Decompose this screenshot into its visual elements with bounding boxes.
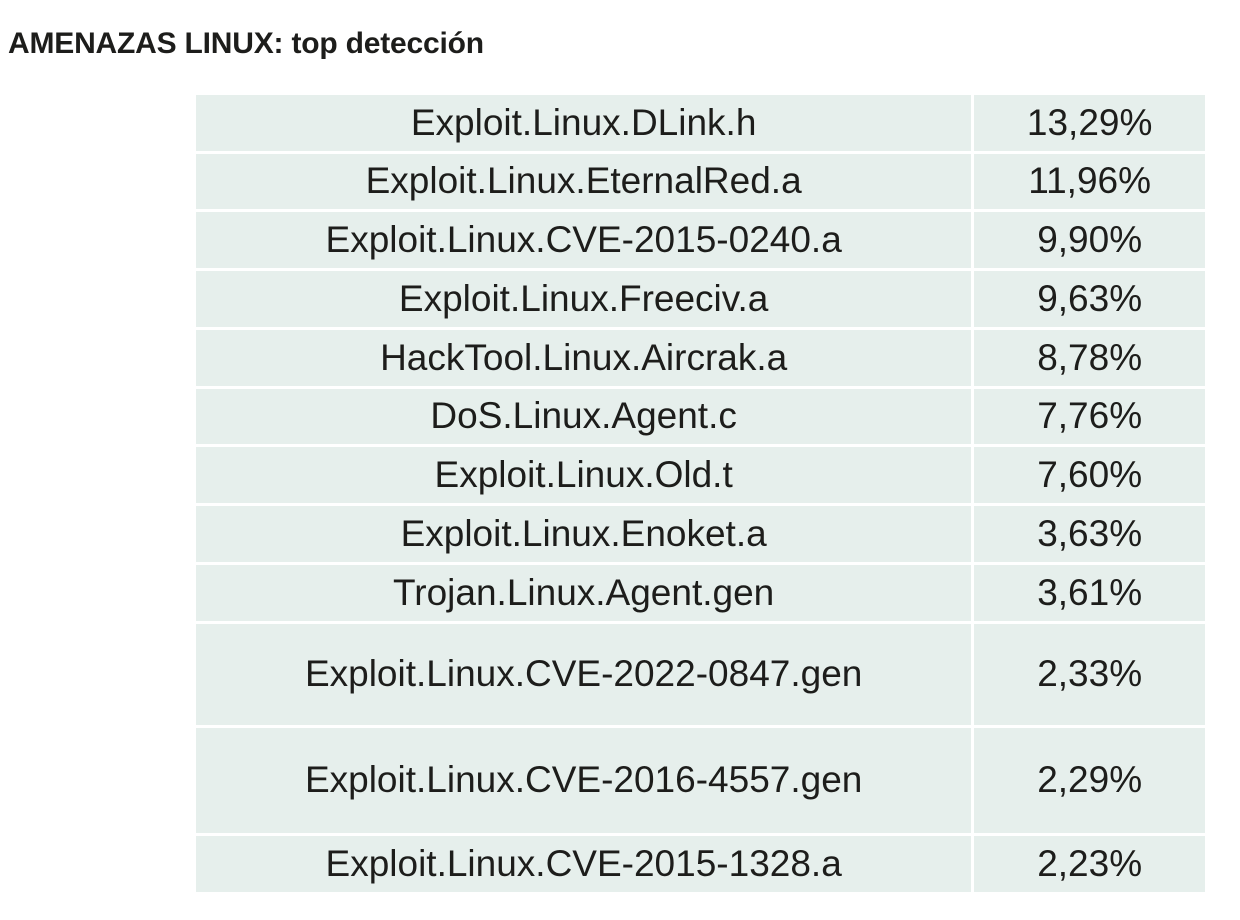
detection-percentage-cell: 9,90% bbox=[971, 208, 1205, 271]
threat-name-cell: Exploit.Linux.Old.t bbox=[196, 443, 975, 506]
page-title: AMENAZAS LINUX: top detección bbox=[8, 27, 484, 60]
table-row: Exploit.Linux.CVE-2022-0847.gen 2,33% bbox=[196, 620, 1205, 728]
detection-percentage-cell: 7,60% bbox=[971, 443, 1205, 506]
table-row: Exploit.Linux.Old.t 7,60% bbox=[196, 443, 1205, 506]
threat-name-cell: Exploit.Linux.Freeciv.a bbox=[196, 267, 975, 330]
table-row: Exploit.Linux.Enoket.a 3,63% bbox=[196, 502, 1205, 565]
detection-percentage-cell: 3,63% bbox=[971, 502, 1205, 565]
table-row: DoS.Linux.Agent.c 7,76% bbox=[196, 385, 1205, 447]
table-row: Exploit.Linux.Freeciv.a 9,63% bbox=[196, 267, 1205, 330]
table-row: Exploit.Linux.CVE-2016-4557.gen 2,29% bbox=[196, 724, 1205, 836]
threat-name-cell: Exploit.Linux.EternalRed.a bbox=[196, 150, 975, 212]
table-row: Exploit.Linux.DLink.h 13,29% bbox=[196, 95, 1205, 154]
threat-detection-table: Exploit.Linux.DLink.h 13,29% Exploit.Lin… bbox=[196, 95, 1205, 892]
detection-percentage-cell: 2,23% bbox=[971, 832, 1205, 892]
detection-percentage-cell: 13,29% bbox=[971, 95, 1205, 154]
table-row: Exploit.Linux.CVE-2015-1328.a 2,23% bbox=[196, 832, 1205, 892]
detection-percentage-cell: 11,96% bbox=[971, 150, 1205, 212]
threat-name-cell: Exploit.Linux.CVE-2015-1328.a bbox=[196, 832, 975, 892]
detection-percentage-cell: 2,29% bbox=[971, 724, 1205, 836]
threat-name-cell: Trojan.Linux.Agent.gen bbox=[196, 561, 975, 624]
table-row: Trojan.Linux.Agent.gen 3,61% bbox=[196, 561, 1205, 624]
threat-name-cell: HackTool.Linux.Aircrak.a bbox=[196, 326, 975, 389]
threat-name-cell: Exploit.Linux.CVE-2022-0847.gen bbox=[196, 620, 975, 728]
threat-name-cell: Exploit.Linux.DLink.h bbox=[196, 95, 975, 154]
table-row: Exploit.Linux.CVE-2015-0240.a 9,90% bbox=[196, 208, 1205, 271]
threat-name-cell: DoS.Linux.Agent.c bbox=[196, 385, 975, 447]
threat-name-cell: Exploit.Linux.CVE-2016-4557.gen bbox=[196, 724, 975, 836]
detection-percentage-cell: 8,78% bbox=[971, 326, 1205, 389]
detection-percentage-cell: 9,63% bbox=[971, 267, 1205, 330]
threat-name-cell: Exploit.Linux.CVE-2015-0240.a bbox=[196, 208, 975, 271]
threat-name-cell: Exploit.Linux.Enoket.a bbox=[196, 502, 975, 565]
detection-percentage-cell: 3,61% bbox=[971, 561, 1205, 624]
table-row: Exploit.Linux.EternalRed.a 11,96% bbox=[196, 150, 1205, 212]
detection-percentage-cell: 2,33% bbox=[971, 620, 1205, 728]
table-row: HackTool.Linux.Aircrak.a 8,78% bbox=[196, 326, 1205, 389]
detection-percentage-cell: 7,76% bbox=[971, 385, 1205, 447]
